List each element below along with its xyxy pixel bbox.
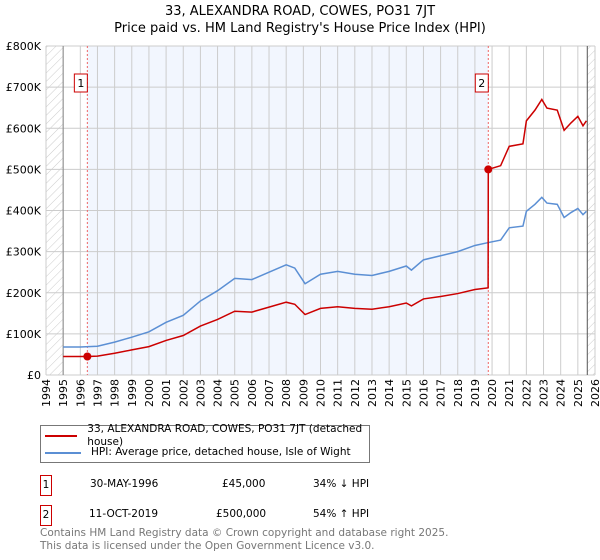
x-tick-label: 2024 <box>555 379 568 407</box>
x-tick-label: 1995 <box>57 379 70 407</box>
y-tick-label: £300K <box>6 246 42 259</box>
sale-price: £500,000 <box>216 508 267 520</box>
chart-title: 33, ALEXANDRA ROAD, COWES, PO31 7JT <box>164 4 436 19</box>
x-tick-label: 2022 <box>520 379 533 407</box>
price-chart: 1994 1995 1996 1997 1998 1999 2000 2001 2002 2003… <box>6 40 600 407</box>
legend-hpi: HPI: Average price, detached house, Isle… <box>91 446 351 458</box>
y-tick-label: £100K <box>6 328 42 341</box>
y-tick-label: £400K <box>6 205 42 218</box>
sale-marker-label: 1 <box>40 475 52 496</box>
x-tick-label: 2019 <box>469 379 482 407</box>
sale-point <box>484 165 493 174</box>
x-tick-label: 2025 <box>572 379 585 407</box>
y-tick-label: £500K <box>6 163 42 176</box>
x-tick-label: 2000 <box>143 379 156 407</box>
sale-marker-label: 2 <box>40 505 52 526</box>
x-tick-label: 2013 <box>366 379 379 407</box>
sale-hpi: 34% ↓ HPI <box>313 478 370 490</box>
red-line-swatch <box>45 434 78 437</box>
sale-row: 2 11-OCT-2019 £500,000 54% ↑ HPI <box>40 505 600 526</box>
hpi-line <box>63 196 587 348</box>
x-tick-label: 2009 <box>297 379 310 407</box>
x-tick-label: 2018 <box>452 379 465 407</box>
x-tick-label: 1997 <box>91 379 104 407</box>
x-tick-label: 2006 <box>246 379 259 407</box>
x-tick-label: 2017 <box>435 379 448 407</box>
x-tick-label: 2003 <box>194 379 207 407</box>
x-tick-label: 2004 <box>212 379 225 407</box>
footer-line: Contains HM Land Registry data © Crown c… <box>40 527 449 539</box>
legend-property: 33, ALEXANDRA ROAD, COWES, PO31 7JT (det… <box>87 422 363 448</box>
x-tick-label: 2015 <box>400 379 413 407</box>
x-tick-label: 1999 <box>126 379 139 407</box>
sale-date: 11-OCT-2019 <box>89 508 158 520</box>
x-tick-label: 2007 <box>263 379 276 407</box>
property-price-line <box>63 98 588 358</box>
x-tick-label: 1996 <box>74 379 87 407</box>
y-tick-label: £800K <box>6 40 42 53</box>
sale-marker-box <box>474 73 489 93</box>
x-tick-label: 2010 <box>315 379 328 407</box>
x-tick-label: 2023 <box>538 379 551 407</box>
legend: 33, ALEXANDRA ROAD, COWES, PO31 7JT (det… <box>40 422 370 463</box>
y-tick-label: £200K <box>6 287 42 300</box>
sale-marker-number: 1 <box>77 77 84 90</box>
x-tick-label: 2021 <box>503 379 516 407</box>
y-tick-label: £700K <box>6 81 42 94</box>
y-tick-label: £0 <box>27 369 41 382</box>
x-tick-label: 2002 <box>177 379 190 407</box>
footer-line: This data is licensed under the Open Gov… <box>40 540 375 552</box>
sale-point <box>83 352 92 361</box>
x-tick-label: 1994 <box>40 379 53 407</box>
chart-subtitle: Price paid vs. HM Land Registry's House … <box>114 21 486 36</box>
x-tick-label: 2016 <box>417 379 430 407</box>
x-tick-label: 2026 <box>589 379 600 407</box>
blue-line-swatch <box>45 451 81 454</box>
sale-hpi: 54% ↑ HPI <box>313 508 370 520</box>
x-tick-label: 2014 <box>383 379 396 407</box>
sale-date: 30-MAY-1996 <box>90 478 159 490</box>
footer: Contains HM Land Registry data © Crown c… <box>40 527 448 553</box>
x-tick-label: 2001 <box>160 379 173 407</box>
x-tick-label: 2012 <box>349 379 362 407</box>
x-tick-label: 2008 <box>280 379 293 407</box>
x-tick-label: 2011 <box>332 379 345 407</box>
sale-marker-number: 2 <box>478 77 485 90</box>
x-tick-label: 2020 <box>486 379 499 407</box>
sale-price: £45,000 <box>222 478 266 490</box>
x-tick-label: 1998 <box>109 379 122 407</box>
sale-row: 1 30-MAY-1996 £45,000 34% ↓ HPI <box>40 475 600 496</box>
sale-marker-box <box>73 73 88 93</box>
y-tick-label: £600K <box>6 122 42 135</box>
x-tick-label: 2005 <box>229 379 242 407</box>
